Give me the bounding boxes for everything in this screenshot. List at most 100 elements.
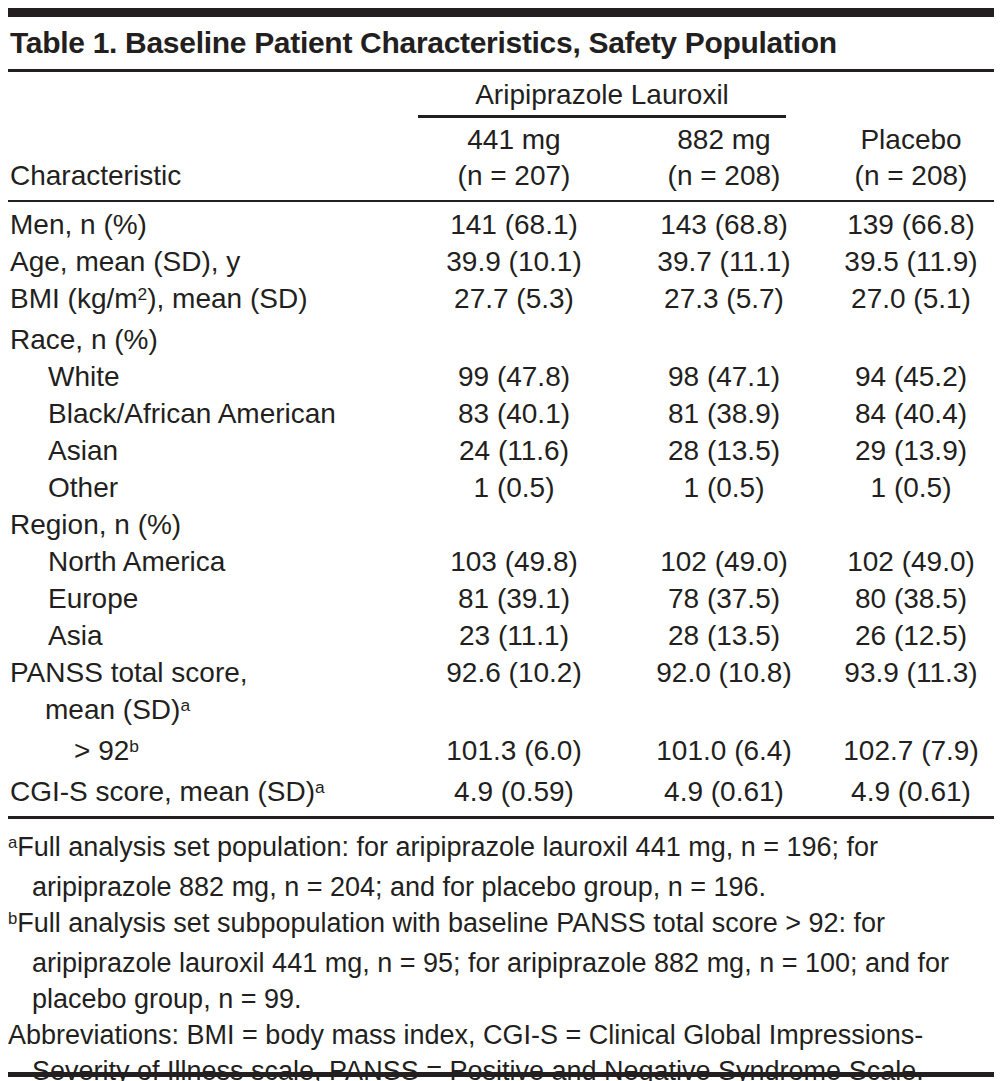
cell-value: 1 (0.5) <box>408 469 620 506</box>
table-figure: Table 1. Baseline Patient Characteristic… <box>0 0 1002 1081</box>
cell-value: 24 (11.6) <box>408 432 620 469</box>
cell-value: 139 (66.8) <box>828 201 994 243</box>
cell-value: 23 (11.1) <box>408 617 620 654</box>
table-row: CGI-S score, mean (SD)a4.9 (0.59)4.9 (0.… <box>8 773 994 818</box>
cell-value: 4.9 (0.59) <box>408 773 620 818</box>
table-row: Other1 (0.5)1 (0.5)1 (0.5) <box>8 469 994 506</box>
cell-value: 102 (49.0) <box>620 543 828 580</box>
cell-value: 4.9 (0.61) <box>620 773 828 818</box>
cell-value: 98 (47.1) <box>620 358 828 395</box>
table-row: > 92b101.3 (6.0)101.0 (6.4)102.7 (7.9) <box>8 732 994 773</box>
row-label: Black/African American <box>8 395 408 432</box>
cell-value: 84 (40.4) <box>828 395 994 432</box>
cell-value: 141 (68.1) <box>408 201 620 243</box>
cell-value: 27.7 (5.3) <box>408 280 620 321</box>
row-label: CGI-S score, mean (SD)a <box>8 773 408 818</box>
superscript-marker: a <box>180 695 190 715</box>
cell-value <box>828 506 994 543</box>
table-row: BMI (kg/m2), mean (SD)27.7 (5.3)27.3 (5.… <box>8 280 994 321</box>
row-label: Region, n (%) <box>8 506 408 543</box>
cell-value: 27.0 (5.1) <box>828 280 994 321</box>
cell-value: 28 (13.5) <box>620 432 828 469</box>
cell-value: 83 (40.1) <box>408 395 620 432</box>
cell-value: 101.0 (6.4) <box>620 732 828 773</box>
footnote: bFull analysis set subpopulation with ba… <box>8 905 998 1017</box>
cell-value: 28 (13.5) <box>620 617 828 654</box>
table-row: Asian24 (11.6)28 (13.5)29 (13.9) <box>8 432 994 469</box>
top-rule <box>8 8 994 17</box>
spanner-spacer <box>8 78 408 118</box>
footnotes-block: aFull analysis set population: for aripi… <box>8 829 998 1081</box>
col-header-characteristic: Characteristic <box>8 118 408 201</box>
col-header-n: (n = 208) <box>828 158 994 194</box>
cell-value: 94 (45.2) <box>828 358 994 395</box>
cell-value: 80 (38.5) <box>828 580 994 617</box>
table-row: Asia23 (11.1)28 (13.5)26 (12.5) <box>8 617 994 654</box>
cell-value: 26 (12.5) <box>828 617 994 654</box>
footnote-marker: a <box>8 833 17 852</box>
cell-value: 92.6 (10.2) <box>408 654 620 732</box>
cell-value: 39.5 (11.9) <box>828 243 994 280</box>
superscript-marker: b <box>129 736 139 756</box>
table-row: North America103 (49.8)102 (49.0)102 (49… <box>8 543 994 580</box>
cell-value: 93.9 (11.3) <box>828 654 994 732</box>
cell-value: 4.9 (0.61) <box>828 773 994 818</box>
col-header-n: (n = 207) <box>408 158 620 194</box>
characteristics-table: Aripiprazole Lauroxil Characteristic 441… <box>8 78 994 819</box>
table-row: Men, n (%)141 (68.1)143 (68.8)139 (66.8) <box>8 201 994 243</box>
row-label: North America <box>8 543 408 580</box>
col-header-dose: 882 mg <box>620 122 828 158</box>
cell-value <box>408 506 620 543</box>
cell-value: 81 (38.9) <box>620 395 828 432</box>
cell-value: 27.3 (5.7) <box>620 280 828 321</box>
spanner-spacer <box>828 78 994 118</box>
superscript-marker: 2 <box>138 284 148 304</box>
table-row: Black/African American83 (40.1)81 (38.9)… <box>8 395 994 432</box>
header-row: Characteristic 441 mg (n = 207) 882 mg (… <box>8 118 994 201</box>
cell-value: 102 (49.0) <box>828 543 994 580</box>
cell-value <box>408 321 620 358</box>
cell-value <box>620 321 828 358</box>
row-label: PANSS total score,mean (SD)a <box>8 654 408 732</box>
col-header-dose: Placebo <box>828 122 994 158</box>
table-title: Table 1. Baseline Patient Characteristic… <box>8 17 994 69</box>
table-row: PANSS total score,mean (SD)a92.6 (10.2)9… <box>8 654 994 732</box>
cell-value: 99 (47.8) <box>408 358 620 395</box>
cell-value: 81 (39.1) <box>408 580 620 617</box>
row-label: Asian <box>8 432 408 469</box>
cell-value: 102.7 (7.9) <box>828 732 994 773</box>
row-label: BMI (kg/m2), mean (SD) <box>8 280 408 321</box>
cell-value: 39.9 (10.1) <box>408 243 620 280</box>
cell-value: 103 (49.8) <box>408 543 620 580</box>
spanner-cell: Aripiprazole Lauroxil <box>408 78 828 118</box>
spanner-row: Aripiprazole Lauroxil <box>8 78 994 118</box>
row-label: Race, n (%) <box>8 321 408 358</box>
row-label: Other <box>8 469 408 506</box>
row-label: Men, n (%) <box>8 201 408 243</box>
col-header-441mg: 441 mg (n = 207) <box>408 118 620 201</box>
cell-value: 101.3 (6.0) <box>408 732 620 773</box>
cell-value <box>620 506 828 543</box>
cell-value: 29 (13.9) <box>828 432 994 469</box>
col-header-n: (n = 208) <box>620 158 828 194</box>
table-row: Europe81 (39.1)78 (37.5)80 (38.5) <box>8 580 994 617</box>
cell-value: 78 (37.5) <box>620 580 828 617</box>
cell-value: 92.0 (10.8) <box>620 654 828 732</box>
bottom-rule <box>8 1072 994 1077</box>
table-row: Race, n (%) <box>8 321 994 358</box>
footnote: aFull analysis set population: for aripi… <box>8 829 998 905</box>
cell-value: 143 (68.8) <box>620 201 828 243</box>
cell-value: 1 (0.5) <box>620 469 828 506</box>
row-label: White <box>8 358 408 395</box>
col-header-882mg: 882 mg (n = 208) <box>620 118 828 201</box>
row-label: Europe <box>8 580 408 617</box>
table-row: Age, mean (SD), y39.9 (10.1)39.7 (11.1)3… <box>8 243 994 280</box>
col-header-placebo: Placebo (n = 208) <box>828 118 994 201</box>
table-row: Region, n (%) <box>8 506 994 543</box>
table-row: White99 (47.8)98 (47.1)94 (45.2) <box>8 358 994 395</box>
spanner-label: Aripiprazole Lauroxil <box>418 78 786 118</box>
col-header-dose: 441 mg <box>408 122 620 158</box>
cell-value <box>828 321 994 358</box>
row-label: Age, mean (SD), y <box>8 243 408 280</box>
superscript-marker: a <box>315 777 325 797</box>
